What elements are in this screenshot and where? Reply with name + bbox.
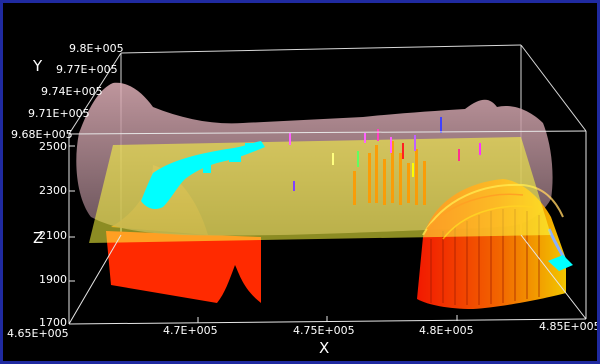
z-tick-label: 2100 [39,229,67,242]
x-tick-label: 4.65E+005 [7,327,69,340]
y-tick-label: 9.8E+005 [69,42,124,55]
z-axis-title: Z [33,229,44,247]
z-tick-label: 1700 [39,316,67,329]
y-tick-label: 9.77E+005 [56,63,118,76]
z-tick-label: 2500 [39,140,67,153]
axis-tick-marks [68,145,587,324]
3d-scene[interactable] [3,3,597,361]
z-tick-label: 1900 [39,273,67,286]
y-tick-label: 9.68E+005 [11,128,73,141]
y-tick-label: 9.74E+005 [41,85,103,98]
x-axis-title: X [319,339,330,357]
x-tick-label: 4.85E+005 [539,320,600,333]
red-solid-left [106,231,261,303]
x-tick-label: 4.8E+005 [419,324,474,337]
x-tick-label: 4.7E+005 [163,324,218,337]
y-tick-label: 9.71E+005 [28,107,90,120]
orange-pillars [353,141,426,205]
drill-holes [289,117,481,191]
cyan-bodies [141,141,573,271]
z-tick-label: 2300 [39,184,67,197]
x-tick-label: 4.75E+005 [293,324,355,337]
y-axis-title: Y [33,57,43,75]
